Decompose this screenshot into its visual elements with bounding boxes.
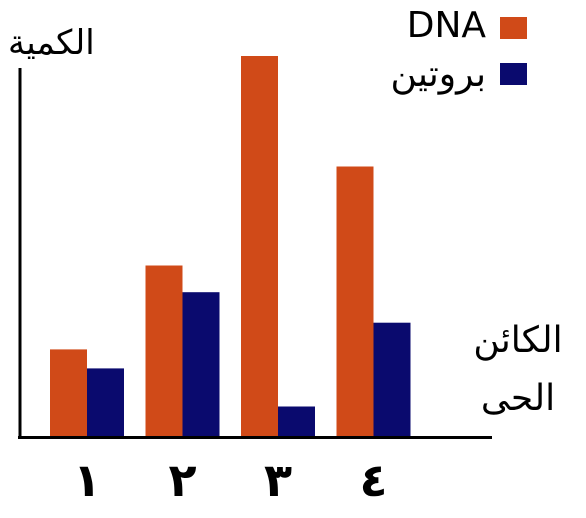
legend-label-protein: بروتين xyxy=(390,54,486,95)
bar-dna-2 xyxy=(145,265,183,437)
bar-dna-1 xyxy=(50,349,87,437)
legend-swatch-dna xyxy=(500,17,527,39)
bar-dna-3 xyxy=(241,56,278,437)
legend-swatch-protein xyxy=(500,63,527,85)
x-axis-label-line1: الكائن xyxy=(473,320,562,361)
x-axis-label-line2: الحى xyxy=(481,378,555,419)
legend-label-dna: DNA xyxy=(407,5,487,46)
bars-group xyxy=(50,56,411,437)
x-tick-label-1: ١ xyxy=(73,453,101,507)
legend: DNA بروتين xyxy=(390,5,527,95)
x-tick-label-2: ٢ xyxy=(168,453,196,507)
bar-protein-1 xyxy=(87,368,124,437)
bar-protein-4 xyxy=(373,322,411,437)
bar-dna-4 xyxy=(336,166,374,437)
bar-protein-2 xyxy=(182,292,220,437)
x-tick-labels: ١ ٢ ٣ ٤ xyxy=(73,453,388,507)
x-tick-label-3: ٣ xyxy=(264,453,292,507)
y-axis-label: الكمية xyxy=(8,23,95,63)
bar-protein-3 xyxy=(278,406,315,437)
x-tick-label-4: ٤ xyxy=(359,453,387,507)
